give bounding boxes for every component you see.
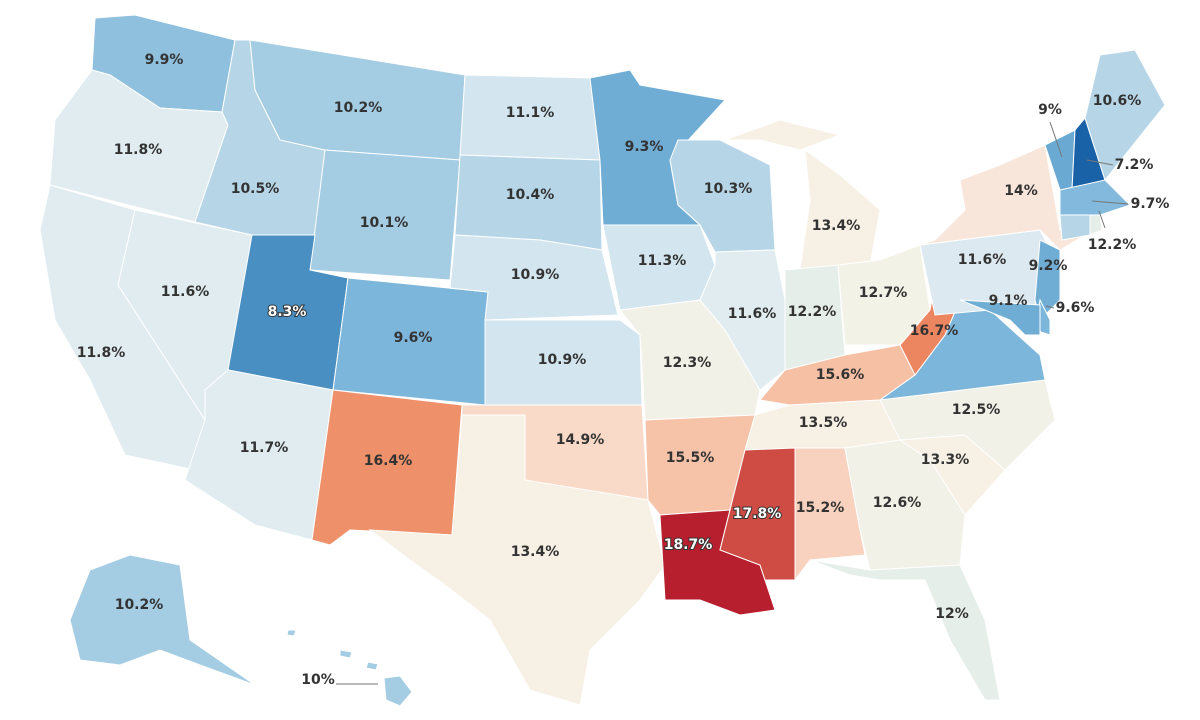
- state-value-label: 11.7%: [240, 440, 289, 456]
- state-shape: [365, 661, 379, 671]
- state-shape: [383, 675, 413, 707]
- state-value-label: 10.5%: [231, 181, 280, 197]
- state-value-label: 12.3%: [663, 355, 712, 371]
- state-value-label: 10.2%: [115, 597, 164, 613]
- state-fl: [809, 559, 1001, 701]
- state-value-label: 11.8%: [77, 345, 126, 361]
- state-value-label: 9.6%: [394, 330, 433, 346]
- state-value-label: 9.7%: [1131, 196, 1170, 212]
- state-shape: [286, 629, 297, 637]
- state-value-label: 11.6%: [958, 252, 1007, 268]
- state-value-label: 14.9%: [556, 432, 605, 448]
- state-shape: [699, 249, 786, 391]
- state-shape: [799, 148, 881, 271]
- state-shape: [1084, 49, 1166, 182]
- state-shape: [368, 414, 666, 706]
- state-ne: [449, 234, 619, 321]
- state-shape: [809, 559, 1001, 701]
- state-value-label: 9.9%: [145, 52, 184, 68]
- state-value-label: 15.2%: [796, 500, 845, 516]
- state-value-label: 12.7%: [859, 285, 908, 301]
- state-value-label: 7.2%: [1115, 157, 1154, 173]
- state-ak: [69, 554, 256, 686]
- state-value-label: 16.7%: [910, 323, 959, 339]
- leader-line: [1045, 305, 1055, 309]
- state-value-label: 15.5%: [666, 450, 715, 466]
- leader-line: [1091, 200, 1129, 205]
- state-me: [1084, 49, 1166, 182]
- state-shape: [484, 319, 643, 406]
- state-value-label: 11.3%: [638, 253, 687, 269]
- state-hi: [286, 629, 413, 707]
- state-ma: [1059, 179, 1131, 216]
- state-value-label: 10.4%: [506, 187, 555, 203]
- state-shape: [1059, 179, 1131, 216]
- state-ct: [1059, 214, 1091, 241]
- state-shape: [919, 144, 1087, 251]
- state-ri: [1089, 214, 1103, 236]
- state-value-label: 9.6%: [1056, 300, 1095, 316]
- state-ny: [919, 144, 1087, 251]
- state-value-label: 14%: [1004, 183, 1038, 199]
- state-value-label: 12.6%: [873, 495, 922, 511]
- state-shape: [69, 554, 256, 686]
- state-value-label: 13.5%: [799, 415, 848, 431]
- state-value-label: 12%: [935, 606, 969, 622]
- state-tx: [368, 414, 666, 706]
- state-ks: [484, 319, 643, 406]
- state-shape: [724, 119, 842, 151]
- state-value-label: 11.1%: [506, 105, 555, 121]
- state-value-label: 11.8%: [114, 142, 163, 158]
- leader-line: [1086, 159, 1114, 166]
- state-value-label: 11.6%: [728, 306, 777, 322]
- state-shape: [1059, 214, 1091, 241]
- state-shape: [339, 649, 353, 659]
- state-shape: [1034, 239, 1061, 321]
- state-shape: [959, 299, 1041, 336]
- state-value-label: 16.4%: [364, 453, 413, 469]
- state-value-label: 18.7%: [664, 537, 713, 553]
- state-ms: [719, 447, 796, 581]
- state-value-label: 10.9%: [538, 352, 587, 368]
- state-value-label: 13.3%: [921, 452, 970, 468]
- leader-line: [1098, 210, 1106, 229]
- state-wy: [309, 149, 461, 281]
- state-value-label: 10%: [301, 672, 335, 688]
- state-value-label: 13.4%: [812, 218, 861, 234]
- state-value-label: 12.5%: [952, 402, 1001, 418]
- state-shape: [309, 149, 461, 281]
- state-value-label: 10.3%: [704, 181, 753, 197]
- state-value-label: 10.2%: [334, 100, 383, 116]
- state-value-label: 12.2%: [788, 304, 837, 320]
- state-value-label: 8.3%: [268, 304, 307, 320]
- state-shape: [449, 234, 619, 321]
- state-il: [699, 249, 786, 391]
- state-value-label: 15.6%: [816, 367, 865, 383]
- state-value-label: 12.2%: [1088, 237, 1137, 253]
- state-value-label: 9%: [1038, 102, 1062, 118]
- state-value-label: 10.9%: [511, 267, 560, 283]
- state-value-label: 11.6%: [161, 284, 210, 300]
- leader-line: [1049, 121, 1063, 158]
- state-md: [959, 299, 1041, 336]
- state-value-label: 13.4%: [511, 544, 560, 560]
- state-shape: [1089, 214, 1103, 236]
- state-value-label: 10.6%: [1093, 93, 1142, 109]
- state-nj: [1034, 239, 1061, 321]
- state-value-label: 9.2%: [1029, 258, 1068, 274]
- state-value-label: 9.1%: [989, 293, 1028, 309]
- state-value-label: 9.3%: [625, 139, 664, 155]
- state-shape: [719, 447, 796, 581]
- state-value-label: 10.1%: [360, 215, 409, 231]
- state-value-label: 17.8%: [733, 506, 782, 522]
